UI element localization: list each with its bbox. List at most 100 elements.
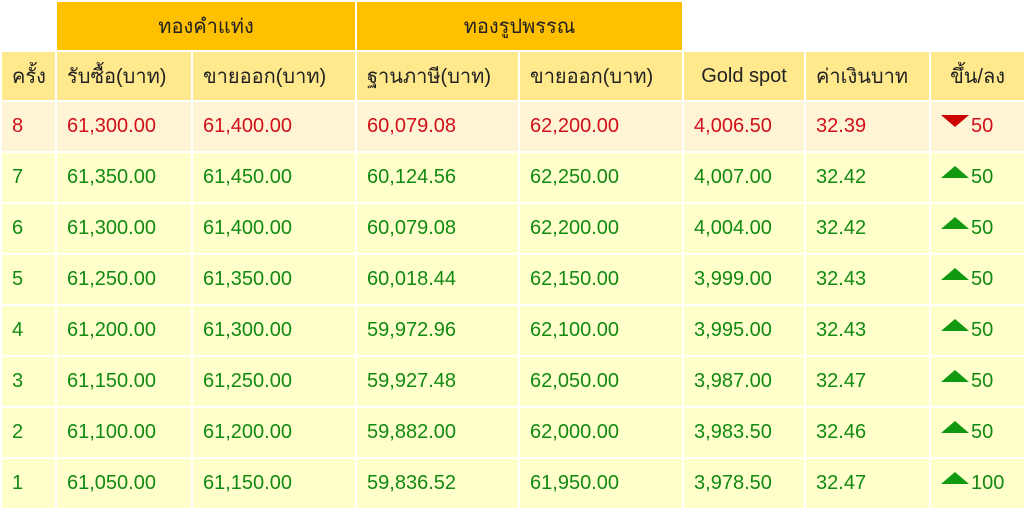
change-value: 100: [971, 472, 1005, 494]
change-value: 50: [971, 421, 994, 443]
col-header-ornament-sell: ขายออก(บาท): [518, 50, 685, 102]
cell-bar-sell: 61,400.00: [190, 100, 358, 153]
change-value: 50: [971, 166, 994, 188]
cell-change: 50: [929, 355, 1024, 408]
table-row: 5 61,250.00 61,350.00 60,018.44 62,150.00 3,9…: [0, 253, 1024, 306]
cell-round: 5: [0, 253, 57, 306]
table-row: 4 61,200.00 61,300.00 59,972.96 62,100.00 3,9…: [0, 304, 1024, 357]
cell-ornament-sell: 61,950.00: [518, 457, 685, 510]
cell-gold-spot: 4,006.50: [682, 100, 807, 153]
cell-gold-spot: 3,987.00: [682, 355, 807, 408]
group-header-row: ทองคำแท่ง ทองรูปพรรณ: [0, 0, 1024, 52]
triangle-up-icon: [941, 420, 970, 433]
cell-change: 50: [929, 304, 1024, 357]
col-header-bar-sell: ขายออก(บาท): [190, 50, 358, 102]
triangle-up-icon: [941, 369, 970, 382]
cell-ornament-sell: 62,200.00: [518, 202, 685, 255]
cell-ornament-sell: 62,050.00: [518, 355, 685, 408]
change-value: 50: [971, 115, 994, 137]
cell-round: 4: [0, 304, 57, 357]
column-header-row: ครั้ง รับซื้อ(บาท) ขายออก(บาท) ฐานภาษี(บ…: [0, 50, 1024, 102]
change-value: 50: [971, 217, 994, 239]
change-value: 50: [971, 319, 994, 341]
cell-thb-rate: 32.43: [804, 253, 932, 306]
col-header-change: ขึ้น/ลง: [929, 50, 1024, 102]
change-value: 50: [971, 370, 994, 392]
cell-thb-rate: 32.42: [804, 151, 932, 204]
col-header-round: ครั้ง: [0, 50, 57, 102]
cell-thb-rate: 32.39: [804, 100, 932, 153]
blank-cell: [682, 0, 1024, 52]
cell-ornament-sell: 62,000.00: [518, 406, 685, 459]
cell-bar-buy: 61,050.00: [55, 457, 193, 510]
cell-tax-base: 59,836.52: [355, 457, 521, 510]
cell-thb-rate: 32.47: [804, 457, 932, 510]
cell-bar-buy: 61,350.00: [55, 151, 193, 204]
cell-bar-buy: 61,300.00: [55, 100, 193, 153]
cell-thb-rate: 32.43: [804, 304, 932, 357]
cell-bar-buy: 61,300.00: [55, 202, 193, 255]
table-row: 3 61,150.00 61,250.00 59,927.48 62,050.00 3,9…: [0, 355, 1024, 408]
cell-round: 6: [0, 202, 57, 255]
triangle-up-icon: [941, 318, 970, 331]
cell-bar-sell: 61,200.00: [190, 406, 358, 459]
cell-bar-sell: 61,400.00: [190, 202, 358, 255]
cell-gold-spot: 3,983.50: [682, 406, 807, 459]
cell-round: 1: [0, 457, 57, 510]
cell-gold-spot: 3,978.50: [682, 457, 807, 510]
cell-change: 50: [929, 202, 1024, 255]
change-value: 50: [971, 268, 994, 290]
cell-change: 50: [929, 253, 1024, 306]
col-header-thb-rate: ค่าเงินบาท: [804, 50, 932, 102]
col-header-bar-buy: รับซื้อ(บาท): [55, 50, 193, 102]
table-row: 7 61,350.00 61,450.00 60,124.56 62,250.00 4,0…: [0, 151, 1024, 204]
cell-tax-base: 59,882.00: [355, 406, 521, 459]
cell-change: 50: [929, 406, 1024, 459]
cell-ornament-sell: 62,100.00: [518, 304, 685, 357]
cell-tax-base: 60,124.56: [355, 151, 521, 204]
cell-ornament-sell: 62,250.00: [518, 151, 685, 204]
cell-round: 2: [0, 406, 57, 459]
table-row: 1 61,050.00 61,150.00 59,836.52 61,950.00 3,9…: [0, 457, 1024, 510]
cell-bar-sell: 61,450.00: [190, 151, 358, 204]
cell-ornament-sell: 62,150.00: [518, 253, 685, 306]
cell-bar-buy: 61,200.00: [55, 304, 193, 357]
table-row: 8 61,300.00 61,400.00 60,079.08 62,200.00 4,0…: [0, 100, 1024, 153]
cell-tax-base: 59,972.96: [355, 304, 521, 357]
table-row: 6 61,300.00 61,400.00 60,079.08 62,200.00 4,0…: [0, 202, 1024, 255]
cell-change: 50: [929, 151, 1024, 204]
col-header-gold-spot: Gold spot: [682, 50, 807, 102]
cell-round: 7: [0, 151, 57, 204]
cell-bar-sell: 61,250.00: [190, 355, 358, 408]
cell-tax-base: 60,079.08: [355, 202, 521, 255]
cell-thb-rate: 32.46: [804, 406, 932, 459]
cell-round: 3: [0, 355, 57, 408]
cell-gold-spot: 3,999.00: [682, 253, 807, 306]
cell-bar-sell: 61,350.00: [190, 253, 358, 306]
cell-thb-rate: 32.42: [804, 202, 932, 255]
blank-cell: [0, 0, 57, 52]
cell-thb-rate: 32.47: [804, 355, 932, 408]
triangle-down-icon: [941, 114, 970, 127]
cell-tax-base: 59,927.48: [355, 355, 521, 408]
cell-change: 50: [929, 100, 1024, 153]
table-row: 2 61,100.00 61,200.00 59,882.00 62,000.00 3,9…: [0, 406, 1024, 459]
cell-bar-buy: 61,150.00: [55, 355, 193, 408]
group-header-bar-gold: ทองคำแท่ง: [54, 0, 358, 52]
cell-gold-spot: 3,995.00: [682, 304, 807, 357]
cell-bar-buy: 61,100.00: [55, 406, 193, 459]
triangle-up-icon: [941, 267, 970, 280]
triangle-up-icon: [941, 216, 970, 229]
triangle-up-icon: [941, 471, 970, 484]
cell-bar-buy: 61,250.00: [55, 253, 193, 306]
cell-round: 8: [0, 100, 57, 153]
cell-tax-base: 60,018.44: [355, 253, 521, 306]
col-header-tax-base: ฐานภาษี(บาท): [355, 50, 521, 102]
cell-gold-spot: 4,004.00: [682, 202, 807, 255]
group-header-ornament-gold: ทองรูปพรรณ: [355, 0, 685, 52]
cell-gold-spot: 4,007.00: [682, 151, 807, 204]
cell-bar-sell: 61,150.00: [190, 457, 358, 510]
cell-tax-base: 60,079.08: [355, 100, 521, 153]
cell-bar-sell: 61,300.00: [190, 304, 358, 357]
triangle-up-icon: [941, 165, 970, 178]
